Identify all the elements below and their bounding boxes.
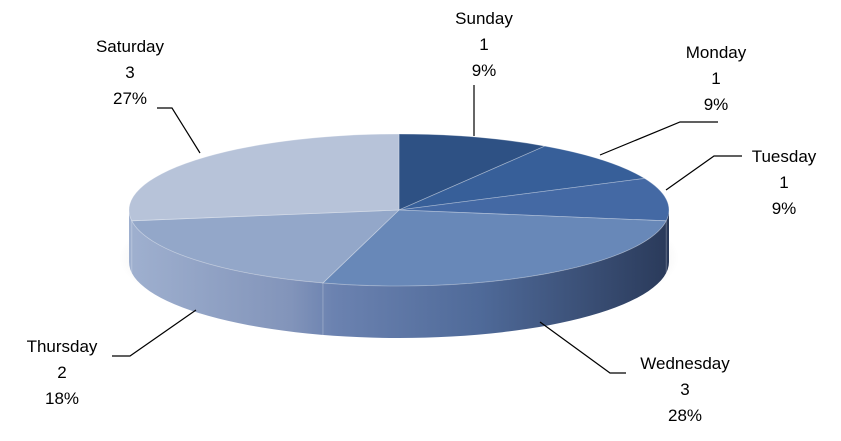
leader-line-wednesday bbox=[539, 321, 626, 374]
leader-line-saturday bbox=[157, 107, 201, 154]
slice-percent-monday: 9% bbox=[704, 95, 729, 114]
leader-line-tuesday bbox=[665, 155, 742, 191]
slice-label-saturday: Saturday bbox=[96, 37, 165, 56]
slice-label-thursday: Thursday bbox=[27, 337, 98, 356]
pie-slice-saturday bbox=[128, 133, 400, 222]
leader-line-thursday bbox=[112, 309, 197, 357]
slice-label-tuesday: Tuesday bbox=[752, 147, 817, 166]
slice-percent-thursday: 18% bbox=[45, 389, 79, 408]
slice-count-sunday: 1 bbox=[479, 35, 488, 54]
pie-slice-wednesday bbox=[322, 209, 667, 287]
slice-percent-saturday: 27% bbox=[113, 89, 147, 108]
slice-count-tuesday: 1 bbox=[779, 173, 788, 192]
slice-percent-tuesday: 9% bbox=[772, 199, 797, 218]
slice-label-monday: Monday bbox=[686, 43, 747, 62]
pie-side-wall bbox=[129, 210, 669, 338]
slice-count-wednesday: 3 bbox=[680, 380, 689, 399]
slice-label-wednesday: Wednesday bbox=[640, 354, 730, 373]
pie-slice-monday bbox=[398, 145, 646, 211]
slice-count-thursday: 2 bbox=[57, 363, 66, 382]
slice-percent-wednesday: 28% bbox=[668, 406, 702, 425]
slice-percent-sunday: 9% bbox=[472, 61, 497, 80]
slice-count-monday: 1 bbox=[711, 69, 720, 88]
slice-label-sunday: Sunday bbox=[455, 9, 513, 28]
slice-count-saturday: 3 bbox=[125, 63, 134, 82]
leader-line-monday bbox=[599, 121, 718, 156]
pie-slice-sunday bbox=[398, 133, 547, 211]
pie-slice-thursday bbox=[131, 209, 401, 284]
pie-slice-tuesday bbox=[398, 178, 670, 222]
